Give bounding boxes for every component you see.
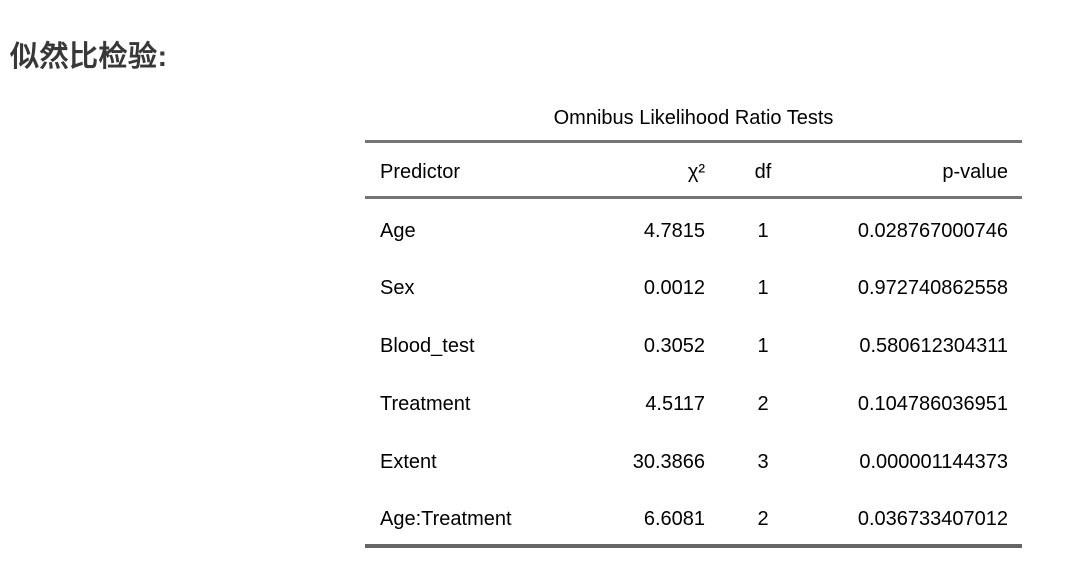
cell-df: 3: [757, 451, 769, 473]
cell-p-value: 0.000001144373: [859, 451, 1008, 473]
cell-p-value: 0.028767000746: [857, 219, 1008, 242]
table-title: Omnibus Likelihood Ratio Tests: [553, 107, 834, 129]
cell-predictor: Treatment: [380, 393, 471, 415]
col-header-p-value: p-value: [942, 161, 1008, 183]
cell-predictor: Age: [380, 219, 416, 242]
table-row: Age:Treatment 6.6081 2 0.036733407012: [365, 488, 1022, 546]
col-header-chi-squared: χ²: [687, 161, 705, 183]
cell-chi-squared: 4.5117: [645, 393, 705, 415]
cell-predictor: Age:Treatment: [380, 508, 512, 530]
cell-df: 1: [757, 335, 769, 357]
cell-p-value: 0.580612304311: [859, 335, 1008, 357]
col-header-df: df: [754, 161, 772, 183]
cell-chi-squared: 0.0012: [643, 277, 705, 299]
cell-p-value: 0.104786036951: [857, 393, 1008, 415]
table-row: Treatment 4.5117 2 0.104786036951: [365, 372, 1022, 430]
cell-chi-squared: 4.7815: [643, 219, 705, 242]
cell-p-value: 0.972740862558: [857, 277, 1008, 299]
cell-chi-squared: 6.6081: [643, 508, 705, 530]
cell-chi-squared: 30.3866: [632, 451, 705, 473]
lrt-table-block: Omnibus Likelihood Ratio Tests Predictor…: [365, 106, 1022, 548]
table-row: Extent 30.3866 3 0.000001144373: [365, 430, 1022, 488]
cell-chi-squared: 0.3052: [643, 335, 705, 357]
cell-df: 1: [757, 219, 769, 242]
table-row: Blood_test 0.3052 1 0.580612304311: [365, 314, 1022, 372]
section-heading: 似然比检验:: [10, 41, 168, 73]
col-header-predictor: Predictor: [380, 161, 461, 183]
cell-df: 2: [757, 508, 769, 530]
cell-predictor: Sex: [380, 277, 415, 299]
cell-p-value: 0.036733407012: [857, 508, 1008, 530]
table-row: Age 4.7815 1 0.028767000746: [365, 198, 1022, 256]
table-row: Sex 0.0012 1 0.972740862558: [365, 256, 1022, 314]
header-row: Predictor χ² df p-value: [365, 142, 1022, 198]
cell-df: 2: [757, 393, 769, 415]
cell-predictor: Blood_test: [380, 335, 475, 357]
cell-predictor: Extent: [380, 451, 437, 473]
lrt-table: Predictor χ² df p-value Age 4.7815 1 0.0…: [365, 140, 1022, 548]
cell-df: 1: [757, 277, 769, 299]
